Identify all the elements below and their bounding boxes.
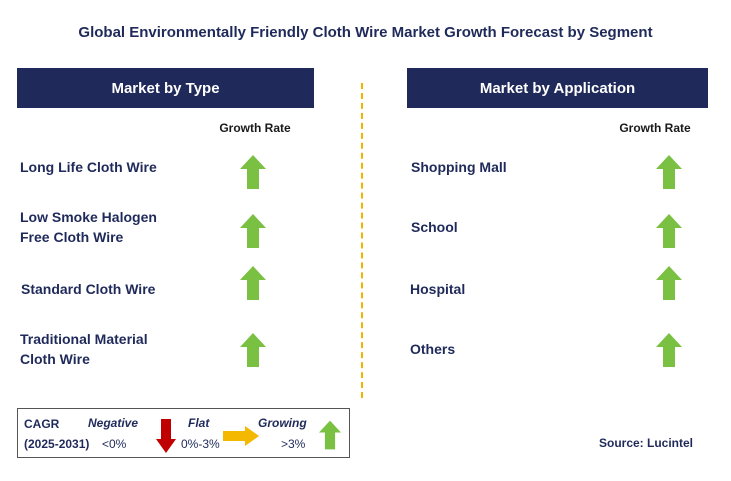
growing-arrow-icon	[656, 333, 682, 367]
application-item-hospital: Hospital	[410, 281, 466, 297]
flat-arrow-icon	[223, 426, 259, 446]
type-panel-header: Market by Type	[17, 68, 314, 108]
legend-cagr-label: CAGR	[24, 417, 60, 431]
growing-arrow-icon	[240, 155, 266, 189]
growing-arrow-icon	[319, 420, 341, 450]
type-item-standard: Standard Cloth Wire	[21, 281, 156, 297]
application-panel-header: Market by Application	[407, 68, 708, 108]
legend-negative-label: Negative	[88, 416, 139, 430]
growing-arrow-icon	[240, 214, 266, 248]
page-title: Global Environmentally Friendly Cloth Wi…	[78, 24, 653, 41]
panel-divider	[361, 83, 363, 398]
type-item-low-smoke: Low Smoke Halogen Free Cloth Wire	[20, 209, 157, 245]
legend-flat-label: Flat	[188, 416, 210, 430]
legend-negative-range: <0%	[102, 437, 127, 451]
source-note: Source: Lucintel	[598, 436, 693, 450]
cagr-legend: CAGR (2025-2031) Negative <0% Flat 0%-3%…	[17, 408, 350, 458]
application-growth-rate-header: Growth Rate	[619, 121, 691, 135]
application-item-school: School	[411, 219, 458, 235]
application-item-others: Others	[410, 341, 456, 357]
legend-growing-label: Growing	[258, 416, 307, 430]
type-item-long-life: Long Life Cloth Wire	[20, 159, 157, 175]
growing-arrow-icon	[240, 266, 266, 300]
legend-growing-range: >3%	[281, 437, 306, 451]
growing-arrow-icon	[656, 214, 682, 248]
application-item-shopping-mall: Shopping Mall	[411, 159, 507, 175]
growing-arrow-icon	[240, 333, 266, 367]
growing-arrow-icon	[656, 266, 682, 300]
type-item-traditional: Traditional Material Cloth Wire	[20, 331, 148, 367]
legend-flat-range: 0%-3%	[181, 437, 220, 451]
type-growth-rate-header: Growth Rate	[219, 121, 291, 135]
growing-arrow-icon	[656, 155, 682, 189]
negative-arrow-icon	[156, 419, 176, 453]
legend-period: (2025-2031)	[24, 437, 90, 451]
